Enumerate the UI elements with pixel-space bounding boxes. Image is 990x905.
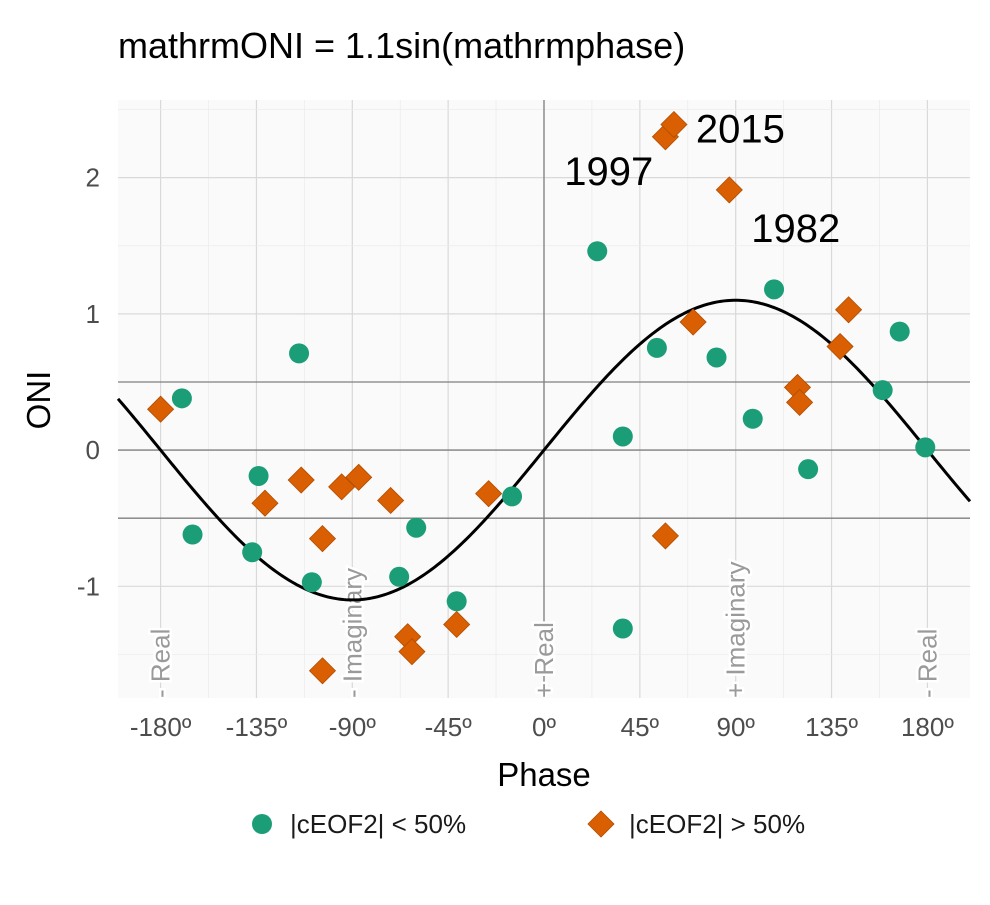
diamond-point xyxy=(147,395,175,423)
circle-point xyxy=(182,524,203,545)
legend-item: |cEOF2| > 50% xyxy=(587,809,805,839)
diamond-point xyxy=(328,473,356,501)
diamond-point xyxy=(715,176,743,204)
phase-label: - Real xyxy=(912,629,942,698)
y-tick-label: -1 xyxy=(77,571,100,601)
circle-point xyxy=(301,572,322,593)
annotations: 1997 2015 1982 xyxy=(564,108,840,251)
circle-point xyxy=(171,388,192,409)
x-axis-ticks: -180º -135º -90º -45º 0º 45º 90º 135º 180º xyxy=(130,712,955,742)
diamond-point xyxy=(475,480,503,508)
diamond-point xyxy=(287,466,315,494)
diamond-point xyxy=(308,657,337,685)
diamond-point xyxy=(345,463,373,491)
circle-point xyxy=(872,380,893,401)
circle-point xyxy=(446,591,467,612)
y-axis-ticks: -1 0 1 2 xyxy=(77,163,100,602)
diamond-point xyxy=(679,308,707,336)
x-tick-label: 135º xyxy=(805,712,858,742)
diamond-point xyxy=(786,388,814,416)
diamond-point xyxy=(398,638,426,666)
phase-label: + Real xyxy=(529,622,559,698)
circle-point xyxy=(798,459,819,480)
x-tick-label: 0º xyxy=(532,712,556,742)
x-tick-label: -180º xyxy=(130,712,192,742)
circle-point xyxy=(248,465,269,486)
x-tick-label: 45º xyxy=(621,712,660,742)
circle-point xyxy=(706,347,727,368)
y-tick-label: 0 xyxy=(86,435,100,465)
circle-point xyxy=(764,279,785,300)
circle-point xyxy=(612,426,633,447)
circle-point xyxy=(242,542,263,563)
y-tick-label: 1 xyxy=(86,299,100,329)
circle-point xyxy=(915,437,936,458)
chart-title: mathrmONI = 1.1sin(mathrmphase) xyxy=(118,25,685,66)
circle-point xyxy=(646,337,667,358)
legend-circle-marker xyxy=(252,814,272,834)
sine-curve xyxy=(116,298,972,602)
y-tick-label: 2 xyxy=(86,163,100,193)
diamond-point xyxy=(660,110,688,139)
circle-point xyxy=(502,486,523,507)
diamond-point xyxy=(826,332,854,361)
circle-point xyxy=(612,618,633,639)
sine-curve-group xyxy=(116,298,972,602)
legend-diamond-marker xyxy=(587,810,615,838)
circle-point xyxy=(289,343,310,364)
year-annotation: 1997 xyxy=(564,150,653,194)
year-annotation: 2015 xyxy=(696,108,785,152)
diamond-point xyxy=(443,610,471,639)
phase-label: - Real xyxy=(146,629,176,698)
x-tick-label: 90º xyxy=(716,712,755,742)
circle-point xyxy=(389,566,410,587)
x-axis-title: Phase xyxy=(497,756,591,793)
circle-point xyxy=(889,321,910,342)
phase-label: + Imaginary xyxy=(721,561,751,698)
circle-point xyxy=(406,517,427,538)
legend-item: |cEOF2| < 50% xyxy=(252,809,466,839)
legend-label: |cEOF2| > 50% xyxy=(629,809,805,839)
x-tick-label: -90º xyxy=(329,712,377,742)
year-annotation: 1982 xyxy=(751,207,840,251)
legend: |cEOF2| < 50% |cEOF2| > 50% xyxy=(252,809,805,839)
y-axis-title: ONI xyxy=(20,371,57,430)
circle-point xyxy=(742,408,763,429)
circle-point xyxy=(587,241,608,262)
legend-label: |cEOF2| < 50% xyxy=(290,809,466,839)
diamond-point xyxy=(651,522,679,550)
diamond-point xyxy=(308,525,337,553)
phase-label: - Imaginary xyxy=(337,568,367,698)
diamond-point xyxy=(835,296,863,324)
diamond-point xyxy=(377,486,405,515)
x-tick-label: -135º xyxy=(226,712,288,742)
x-tick-label: -45º xyxy=(425,712,473,742)
phase-labels: - Real - Imaginary + Real + Imaginary - Real xyxy=(143,559,945,701)
data-points xyxy=(147,110,936,685)
x-tick-label: 180º xyxy=(901,712,954,742)
diamond-point xyxy=(251,489,279,517)
